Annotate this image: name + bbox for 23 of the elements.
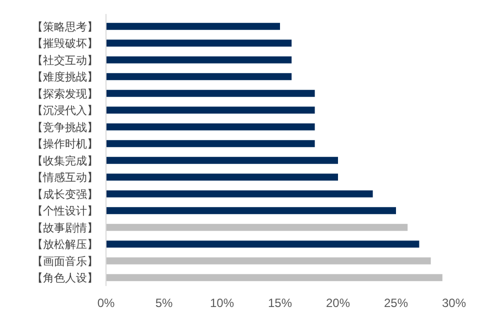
y-tick-label: 【探索发现】 <box>32 87 98 100</box>
y-tick-label: 【竞争挑战】 <box>32 120 98 134</box>
y-tick-label: 【操作时机】 <box>32 138 98 151</box>
y-tick-label: 【摧毁破坏】 <box>32 37 98 50</box>
y-tick-label: 【故事剧情】 <box>32 221 98 234</box>
x-tick-label: 0% <box>97 296 115 310</box>
x-tick-label: 25% <box>384 296 408 310</box>
x-tick-label: 15% <box>268 296 292 310</box>
y-tick-label: 【策略思考】 <box>32 20 98 34</box>
y-tick-label: 【收集完成】 <box>32 154 98 168</box>
y-tick-label: 【情感互动】 <box>32 171 98 184</box>
y-tick-label: 【放松解压】 <box>32 238 98 252</box>
y-tick-label: 【沉浸代入】 <box>32 104 98 118</box>
y-tick-label: 【成长变强】 <box>32 188 98 201</box>
x-tick-label: 10% <box>210 296 234 310</box>
x-tick-label: 5% <box>155 296 173 310</box>
y-tick-label: 【难度挑战】 <box>32 70 98 84</box>
y-tick-label: 【个性设计】 <box>32 204 98 218</box>
x-tick-label: 30% <box>442 296 466 310</box>
y-tick-label: 【画面音乐】 <box>32 254 98 268</box>
y-tick-label: 【社交互动】 <box>32 54 98 67</box>
y-tick-label: 【角色人设】 <box>32 272 98 285</box>
x-tick-label: 20% <box>326 296 350 310</box>
